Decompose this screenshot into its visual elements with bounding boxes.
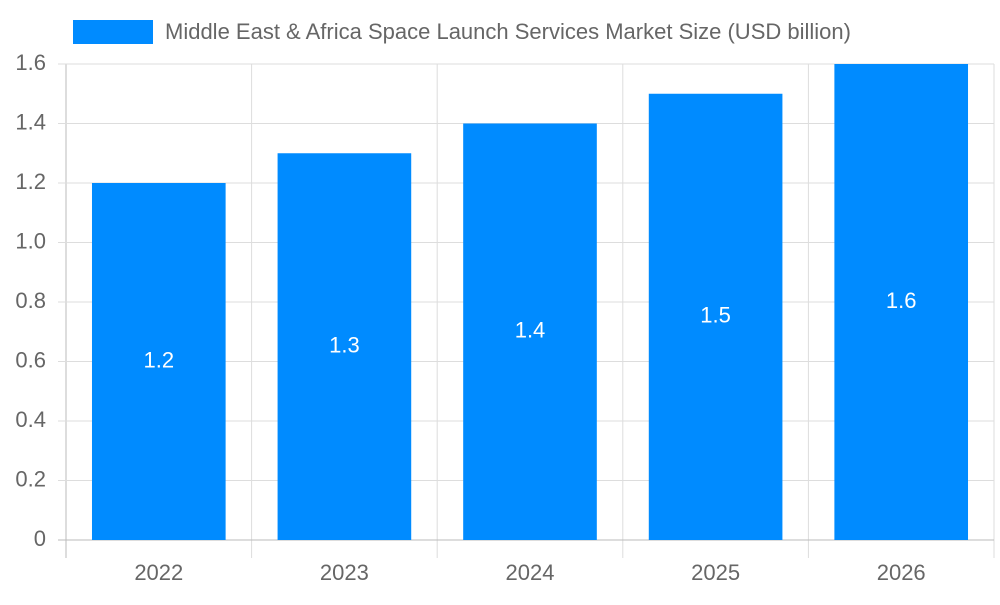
data-label: 1.4 <box>515 318 546 343</box>
data-label: 1.2 <box>144 347 175 372</box>
y-tick-label: 0.2 <box>15 466 46 491</box>
y-tick-label: 0.8 <box>15 288 46 313</box>
bar <box>91 183 226 540</box>
bar <box>648 93 783 540</box>
y-tick-label: 1.0 <box>15 228 46 253</box>
data-label: 1.3 <box>329 332 360 357</box>
bar <box>277 153 412 540</box>
x-tick-label: 2022 <box>134 560 183 585</box>
bar <box>463 123 597 540</box>
data-label: 1.6 <box>886 288 917 313</box>
legend-swatch <box>73 20 153 44</box>
bar <box>834 64 969 540</box>
y-tick-label: 0 <box>34 526 46 551</box>
x-tick-label: 2026 <box>877 560 926 585</box>
y-tick-label: 1.2 <box>15 169 46 194</box>
x-tick-label: 2025 <box>691 560 740 585</box>
y-tick-label: 1.6 <box>15 50 46 75</box>
legend-label: Middle East & Africa Space Launch Servic… <box>165 19 851 44</box>
y-tick-label: 0.4 <box>15 407 46 432</box>
x-tick-label: 2024 <box>506 560 555 585</box>
x-tick-label: 2023 <box>320 560 369 585</box>
data-label: 1.5 <box>700 303 731 328</box>
y-tick-label: 0.6 <box>15 347 46 372</box>
y-tick-label: 1.4 <box>15 109 46 134</box>
